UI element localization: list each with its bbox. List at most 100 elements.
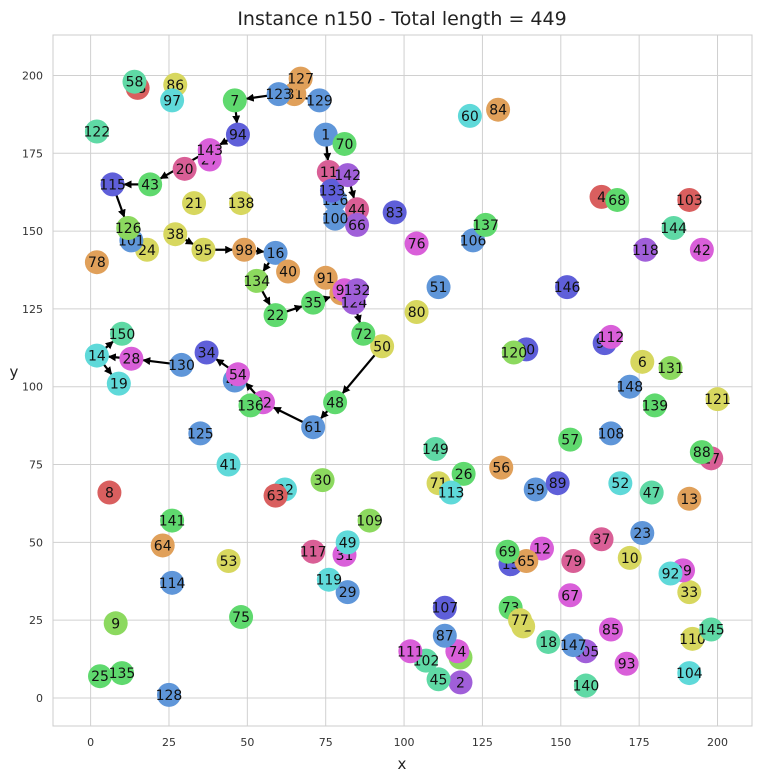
node-marker bbox=[473, 212, 498, 237]
node-marker bbox=[658, 356, 683, 381]
node-label: 107 bbox=[431, 601, 458, 617]
tour-node: 108 bbox=[598, 421, 625, 446]
node-marker bbox=[276, 259, 301, 284]
node-marker bbox=[382, 200, 407, 225]
tour-node: 13 bbox=[677, 486, 702, 511]
node-marker bbox=[316, 567, 341, 592]
tour-node: 127 bbox=[287, 66, 314, 91]
node-marker bbox=[630, 349, 655, 374]
node-marker bbox=[238, 393, 263, 418]
node-label: 127 bbox=[287, 72, 314, 88]
tour-node: 109 bbox=[356, 508, 383, 533]
tour-node: 143 bbox=[196, 138, 223, 163]
node-label: 52 bbox=[611, 476, 629, 492]
node-label: 141 bbox=[159, 514, 186, 530]
tour-arrow bbox=[142, 357, 171, 366]
tour-node: 29 bbox=[335, 580, 360, 605]
tour-node: 85 bbox=[598, 617, 623, 642]
tour-node: 61 bbox=[301, 415, 326, 440]
node-label: 108 bbox=[598, 426, 625, 442]
tour-node: 56 bbox=[489, 455, 514, 480]
tour-node: 47 bbox=[639, 480, 664, 505]
node-label: 66 bbox=[348, 218, 366, 234]
tour-node: 2 bbox=[448, 670, 473, 695]
tour-node: 148 bbox=[616, 374, 643, 399]
tour-node: 8 bbox=[97, 480, 122, 505]
node-label: 30 bbox=[314, 473, 332, 489]
node-marker bbox=[156, 682, 181, 707]
node-marker bbox=[229, 605, 254, 630]
tour-arrow bbox=[184, 237, 194, 245]
tour-node: 58 bbox=[122, 69, 147, 94]
node-label: 146 bbox=[554, 280, 581, 296]
node-marker bbox=[119, 346, 144, 371]
tour-arrow bbox=[261, 290, 271, 306]
tour-node: 37 bbox=[589, 527, 614, 552]
node-marker bbox=[451, 461, 476, 486]
tour-node: 133 bbox=[319, 178, 346, 203]
node-marker bbox=[313, 122, 338, 147]
node-label: 58 bbox=[126, 75, 144, 91]
node-label: 9 bbox=[111, 616, 120, 632]
tour-node: 30 bbox=[310, 468, 335, 493]
node-marker bbox=[617, 545, 642, 570]
node-marker bbox=[561, 633, 586, 658]
node-marker bbox=[106, 371, 131, 396]
tour-node: 22 bbox=[263, 303, 288, 328]
node-marker bbox=[109, 321, 134, 346]
tour-node: 83 bbox=[382, 200, 407, 225]
tour-arrow bbox=[102, 363, 113, 375]
tour-arrow bbox=[255, 247, 265, 255]
tour-node: 103 bbox=[676, 187, 703, 212]
node-label: 43 bbox=[141, 177, 159, 193]
y-tick-label: 175 bbox=[22, 147, 43, 160]
node-marker bbox=[97, 480, 122, 505]
node-label: 88 bbox=[693, 445, 711, 461]
tour-node: 122 bbox=[84, 119, 111, 144]
node-label: 113 bbox=[438, 486, 465, 502]
node-label: 133 bbox=[319, 184, 346, 200]
node-marker bbox=[689, 440, 714, 465]
y-tick-label: 125 bbox=[22, 303, 43, 316]
tour-node: 113 bbox=[438, 480, 465, 505]
tour-node: 10 bbox=[617, 545, 642, 570]
tour-node: 1 bbox=[313, 122, 338, 147]
tour-node: 95 bbox=[191, 237, 216, 262]
tour-node: 125 bbox=[187, 421, 214, 446]
node-marker bbox=[194, 340, 219, 365]
node-marker bbox=[84, 343, 109, 368]
node-label: 121 bbox=[704, 392, 731, 408]
node-label: 148 bbox=[616, 380, 643, 396]
x-tick-labels: 0 25 50 75 100 125 150 175 200 bbox=[87, 736, 728, 749]
node-label: 41 bbox=[220, 458, 238, 474]
tour-node: 94 bbox=[225, 122, 250, 147]
tour-node: 23 bbox=[630, 521, 655, 546]
node-label: 106 bbox=[460, 233, 487, 249]
node-label: 64 bbox=[154, 538, 172, 554]
node-marker bbox=[573, 673, 598, 698]
tour-arrow bbox=[245, 93, 268, 102]
node-marker bbox=[404, 231, 429, 256]
tour-node: 118 bbox=[632, 237, 659, 262]
node-marker bbox=[598, 421, 623, 446]
tour-node: 120 bbox=[500, 340, 527, 365]
node-marker bbox=[608, 471, 633, 496]
node-marker bbox=[88, 664, 113, 689]
node-label: 12 bbox=[533, 542, 551, 558]
x-axis-label: x bbox=[398, 755, 407, 773]
node-label: 11 bbox=[320, 165, 338, 181]
tour-node: 134 bbox=[243, 268, 270, 293]
tour-node: 33 bbox=[677, 580, 702, 605]
node-label: 67 bbox=[561, 588, 579, 604]
node-label: 21 bbox=[185, 196, 203, 212]
node-label: 6 bbox=[638, 355, 647, 371]
node-marker bbox=[319, 178, 344, 203]
node-label: 65 bbox=[517, 554, 535, 570]
tour-node: 128 bbox=[156, 682, 182, 707]
node-marker bbox=[122, 69, 147, 94]
tour-node: 136 bbox=[237, 393, 264, 418]
node-label: 20 bbox=[176, 162, 194, 178]
node-label: 122 bbox=[84, 124, 111, 140]
node-label: 136 bbox=[237, 398, 264, 414]
